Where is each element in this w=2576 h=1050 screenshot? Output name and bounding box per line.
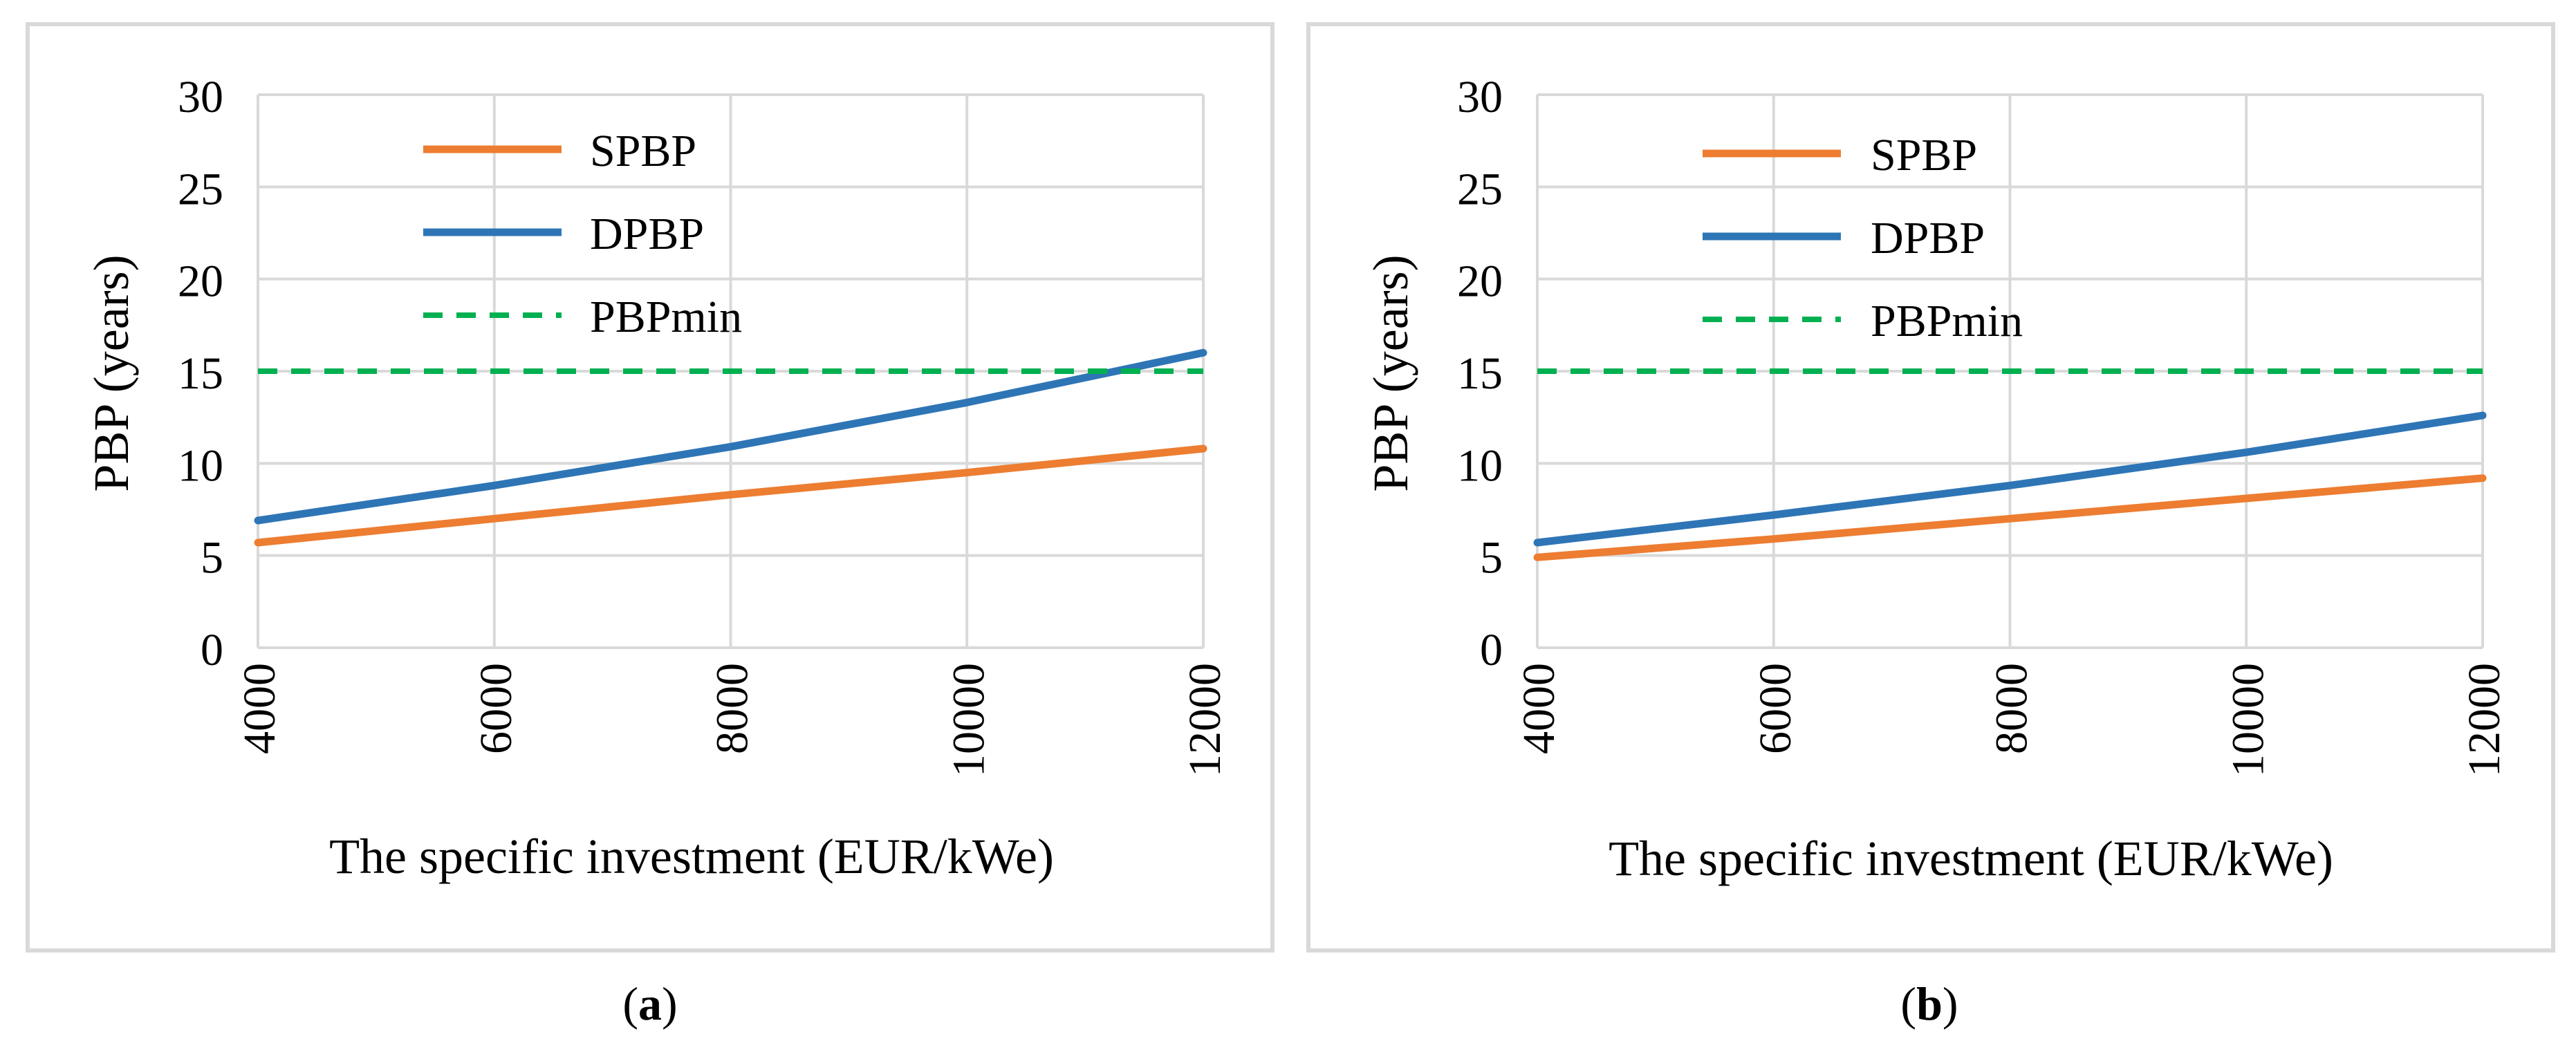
chart-panel-a: 0 5 10 15 20 25 30 4000 6000 8000 10000 12000 SPBP… [26,22,1275,1030]
x-tick-label: 8000 [1987,663,2037,754]
series-lines [1533,368,2487,561]
caption-letter: a [638,977,662,1030]
y-tick-label: 15 [178,348,223,399]
y-tick-label: 10 [178,440,223,491]
y-tick-labels: 0 5 10 15 20 25 30 [178,72,223,675]
y-tick-label: 10 [1457,440,1503,491]
x-tick-labels: 4000 6000 8000 10000 12000 [234,663,1230,777]
x-tick-label: 10000 [943,663,994,777]
legend-label-dpbp: DPBP [1871,213,1985,263]
legend-label-pbpmin: PBPmin [1871,296,2023,346]
y-tick-label: 30 [178,72,223,122]
x-tick-label: 6000 [1750,663,1801,754]
legend-label-pbpmin: PBPmin [590,292,742,342]
caption-letter: b [1916,977,1943,1030]
legend-label-spbp: SPBP [1871,130,1977,180]
y-tick-label: 5 [201,533,223,583]
series-line-dpbp [254,348,1207,525]
caption-close-paren: ) [662,977,678,1030]
x-tick-label: 12000 [1180,663,1230,777]
y-tick-label: 20 [1457,256,1503,307]
series-line-spbp [254,444,1207,547]
y-tick-label: 0 [1480,625,1503,675]
y-tick-label: 30 [1457,72,1503,122]
legend-label-dpbp: DPBP [590,209,704,259]
x-tick-label: 10000 [2223,663,2273,777]
caption-open-paren: ( [1900,977,1916,1030]
y-axis-label: PBP (years) [84,254,139,491]
caption-open-paren: ( [622,977,638,1030]
x-tick-label: 8000 [707,663,758,754]
y-tick-label: 0 [201,625,223,675]
x-axis-label: The specific investment (EUR/kWe) [329,829,1054,884]
legend: SPBP DPBP PBPmin [423,126,742,342]
x-tick-labels: 4000 6000 8000 10000 12000 [1514,663,2510,777]
x-tick-label: 4000 [1514,663,1564,754]
y-tick-label: 5 [1480,533,1503,583]
y-tick-label: 25 [1457,164,1503,214]
y-axis-label: PBP (years) [1363,254,1418,491]
y-tick-labels: 0 5 10 15 20 25 30 [1457,72,1503,675]
caption: (a) [622,977,677,1030]
caption-close-paren: ) [1943,977,1958,1030]
chart-frame [26,22,1275,953]
x-tick-label: 6000 [471,663,521,754]
series-lines [254,348,1207,547]
series-line-spbp [1533,474,2487,561]
x-tick-label: 4000 [234,663,285,754]
y-tick-label: 15 [1457,348,1503,399]
y-tick-label: 20 [178,256,223,307]
series-line-dpbp [1533,411,2487,547]
legend: SPBP DPBP PBPmin [1703,130,2023,346]
x-axis-label: The specific investment (EUR/kWe) [1609,831,2333,886]
caption: (b) [1900,977,1958,1030]
y-tick-label: 25 [178,164,223,214]
chart-panel-b: 0 5 10 15 20 25 30 4000 6000 8000 10000 12000 SPBP… [1306,22,2555,1030]
legend-label-spbp: SPBP [590,126,696,176]
x-tick-label: 12000 [2459,663,2510,777]
